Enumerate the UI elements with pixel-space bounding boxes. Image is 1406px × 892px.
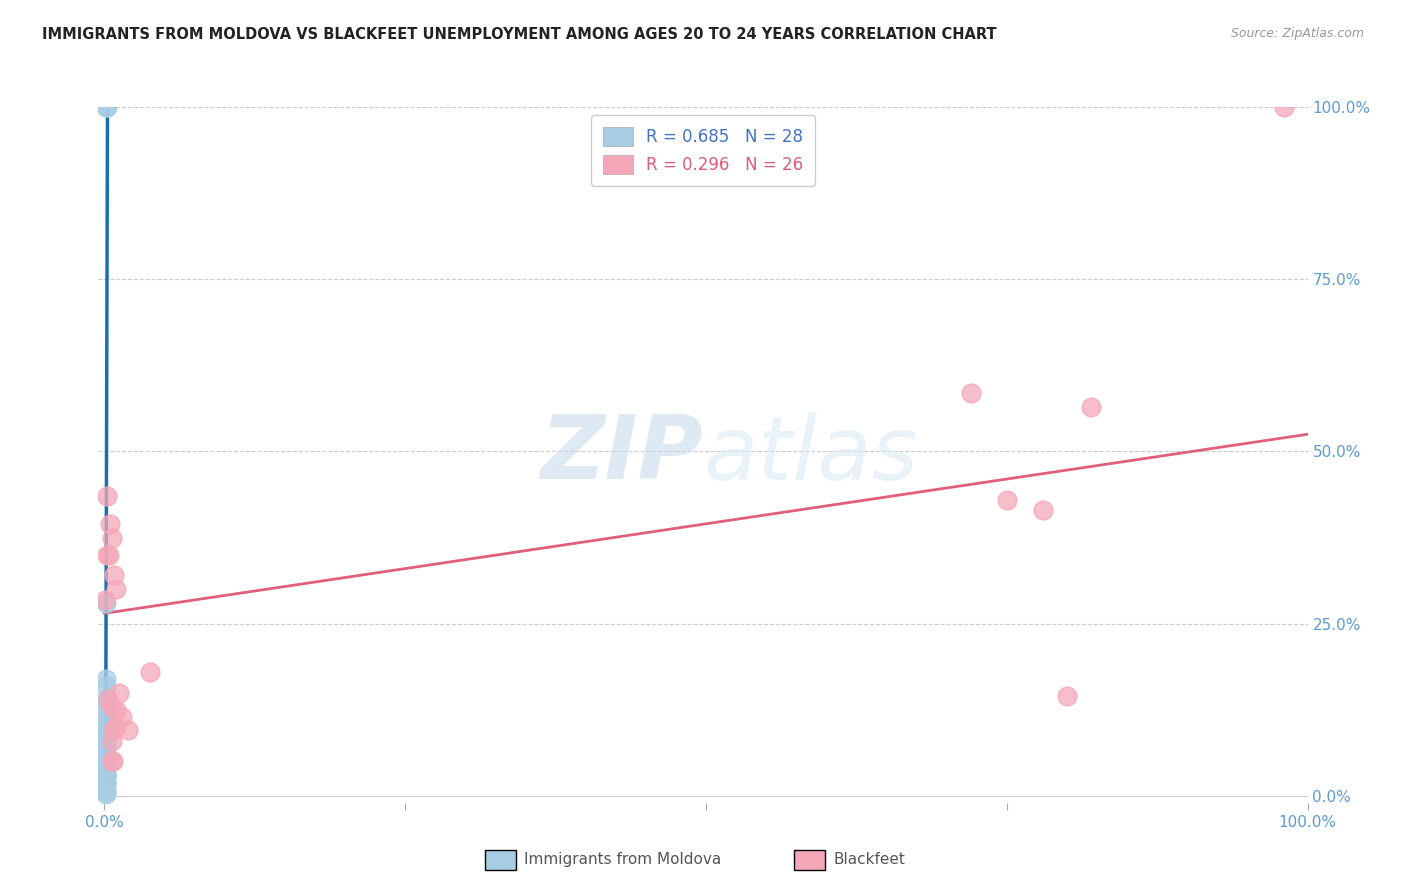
Point — [94, 596, 117, 610]
Text: ZIP: ZIP — [540, 411, 703, 499]
Point — [94, 592, 117, 607]
Point — [100, 733, 122, 747]
Point — [94, 727, 117, 741]
Text: atlas: atlas — [703, 412, 918, 498]
Point — [1032, 503, 1054, 517]
Point — [959, 385, 981, 400]
Point — [103, 755, 125, 769]
Point — [105, 582, 128, 597]
Text: Immigrants from Moldova: Immigrants from Moldova — [524, 853, 721, 867]
Point — [105, 703, 128, 717]
Text: IMMIGRANTS FROM MOLDOVA VS BLACKFEET UNEMPLOYMENT AMONG AGES 20 TO 24 YEARS CORR: IMMIGRANTS FROM MOLDOVA VS BLACKFEET UNE… — [42, 27, 997, 42]
Point — [96, 548, 118, 562]
Point — [111, 709, 134, 723]
Point — [100, 699, 122, 714]
Text: Blackfeet: Blackfeet — [834, 853, 905, 867]
Point — [1056, 689, 1078, 703]
Point — [94, 740, 117, 755]
Point — [98, 548, 121, 562]
Point — [94, 755, 117, 769]
Point — [94, 727, 117, 741]
Point — [100, 516, 122, 531]
Point — [101, 723, 124, 738]
Text: Source: ZipAtlas.com: Source: ZipAtlas.com — [1230, 27, 1364, 40]
Point — [1080, 400, 1102, 414]
Point — [94, 768, 117, 782]
Point — [94, 747, 117, 762]
Point — [94, 785, 117, 799]
Point — [96, 100, 118, 114]
Point — [94, 692, 117, 706]
Point — [94, 755, 117, 769]
Point — [94, 787, 117, 801]
Point — [94, 775, 117, 789]
Point — [94, 672, 117, 686]
Point — [94, 706, 117, 721]
Point — [96, 100, 118, 114]
Point — [139, 665, 162, 679]
Point — [96, 768, 118, 782]
Point — [995, 492, 1018, 507]
Point — [94, 699, 117, 714]
Point — [105, 720, 128, 734]
Point — [103, 568, 125, 582]
Point — [101, 755, 124, 769]
Point — [96, 761, 118, 775]
Point — [94, 733, 117, 747]
Legend: R = 0.685   N = 28, R = 0.296   N = 26: R = 0.685 N = 28, R = 0.296 N = 26 — [591, 115, 815, 186]
Point — [94, 720, 117, 734]
Point — [94, 761, 117, 775]
Point — [94, 775, 117, 789]
Point — [97, 692, 120, 706]
Point — [117, 723, 139, 738]
Point — [94, 679, 117, 693]
Point — [94, 782, 117, 797]
Point — [96, 489, 118, 503]
Point — [94, 768, 117, 782]
Point — [94, 775, 117, 789]
Point — [100, 531, 122, 545]
Point — [108, 685, 131, 699]
Point — [1272, 100, 1295, 114]
Point — [94, 713, 117, 727]
